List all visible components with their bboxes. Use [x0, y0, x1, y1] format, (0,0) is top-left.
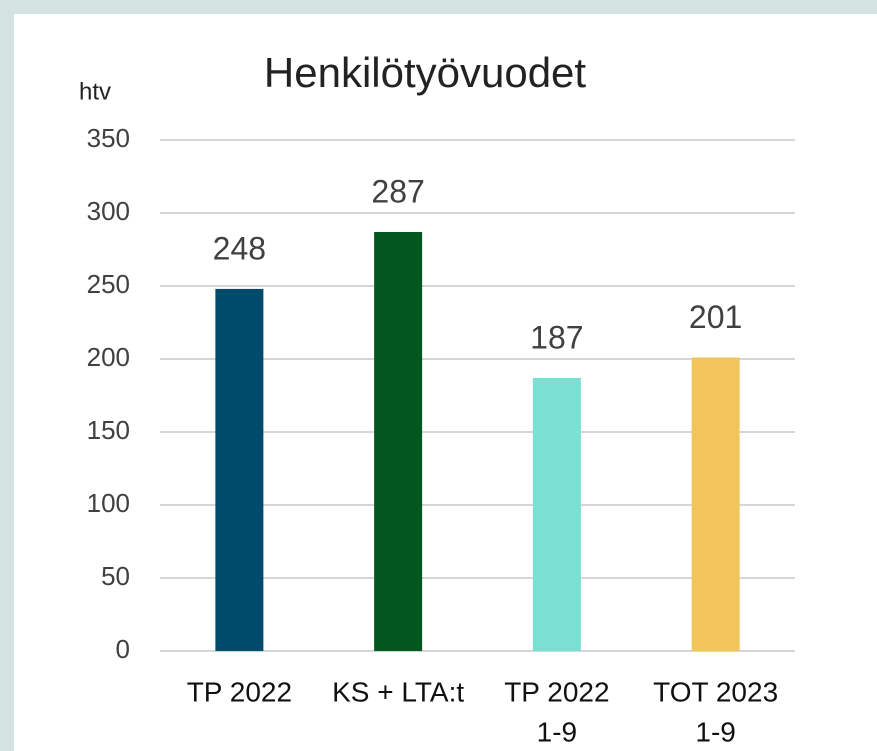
y-tick-label: 250	[87, 269, 130, 299]
bar	[374, 231, 423, 652]
y-tick-label: 300	[87, 196, 130, 226]
panel	[14, 14, 877, 751]
x-tick-label: TP 2022	[504, 676, 609, 707]
y-axis-label: htv	[79, 78, 111, 105]
y-tick-label: 200	[87, 342, 130, 372]
data-label: 201	[689, 299, 742, 335]
data-label: 187	[530, 319, 583, 355]
y-tick-label: 100	[87, 488, 130, 518]
y-tick-label: 50	[101, 561, 130, 591]
chart-title: Henkilötyövuodet	[264, 49, 587, 96]
bar	[532, 377, 581, 651]
bar	[215, 288, 264, 651]
x-tick-label: 1-9	[537, 716, 577, 747]
bar	[691, 357, 740, 651]
x-tick-label: TOT 2023	[653, 676, 778, 707]
y-tick-label: 350	[87, 123, 130, 153]
x-tick-label: KS + LTA:t	[332, 676, 464, 707]
y-tick-label: 0	[116, 634, 130, 664]
x-tick-label: TP 2022	[187, 676, 292, 707]
x-tick-label: 1-9	[695, 716, 735, 747]
data-label: 248	[213, 230, 266, 266]
y-tick-label: 150	[87, 415, 130, 445]
data-label: 287	[371, 173, 424, 209]
